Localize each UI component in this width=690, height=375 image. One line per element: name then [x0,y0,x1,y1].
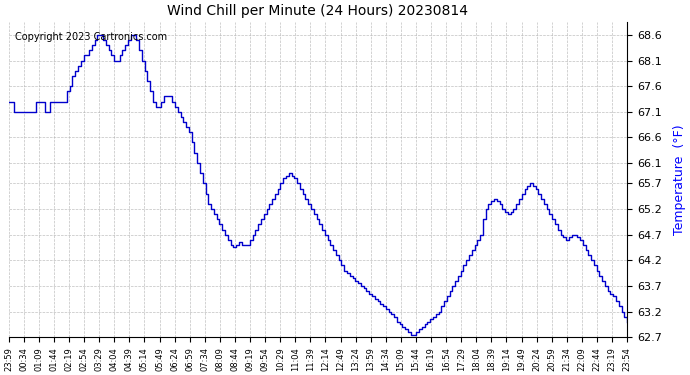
Y-axis label: Temperature  (°F): Temperature (°F) [673,124,686,235]
Text: Copyright 2023 Cartronics.com: Copyright 2023 Cartronics.com [15,32,167,42]
Title: Wind Chill per Minute (24 Hours) 20230814: Wind Chill per Minute (24 Hours) 2023081… [168,4,469,18]
